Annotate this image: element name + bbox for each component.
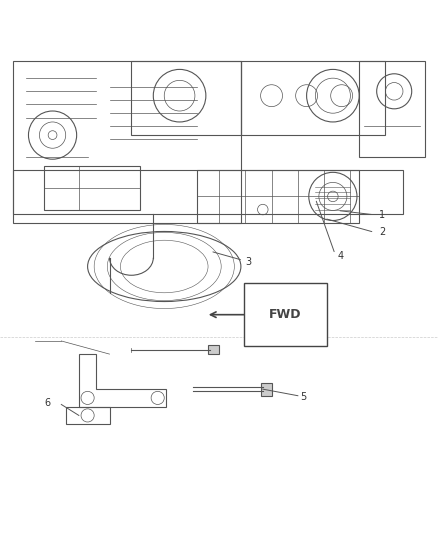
- Text: 5: 5: [300, 392, 306, 402]
- Polygon shape: [208, 345, 219, 354]
- Polygon shape: [261, 383, 272, 395]
- Text: 2: 2: [379, 228, 385, 237]
- Text: 1: 1: [379, 210, 385, 220]
- Text: 3: 3: [245, 257, 251, 267]
- Text: 4: 4: [337, 251, 343, 261]
- Text: FWD: FWD: [269, 308, 302, 321]
- Text: 6: 6: [44, 398, 50, 408]
